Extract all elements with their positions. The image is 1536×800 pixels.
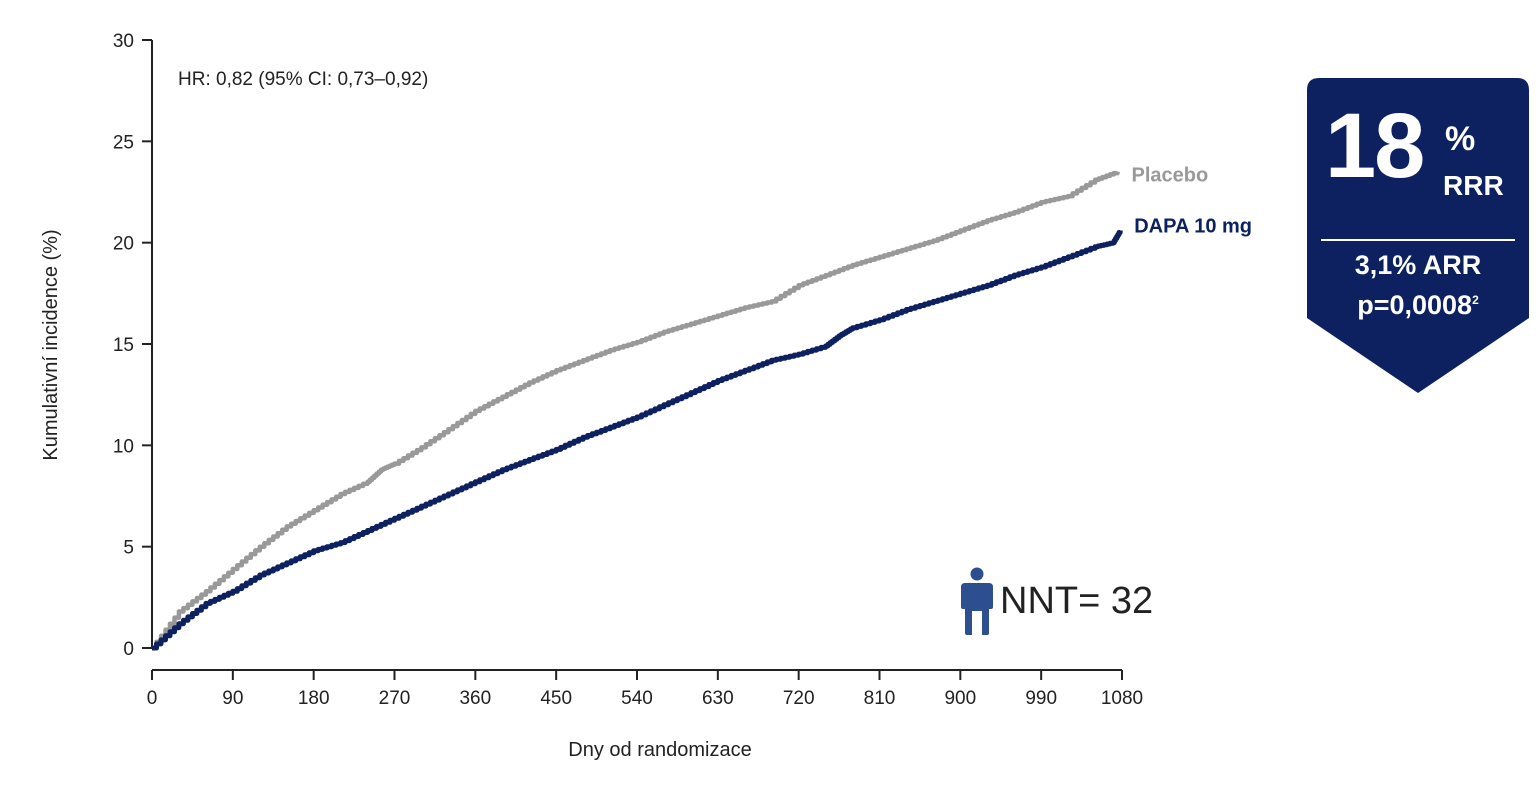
badge-divider bbox=[1321, 239, 1515, 241]
x-tick-label: 450 bbox=[540, 688, 572, 709]
x-tick-label: 360 bbox=[459, 688, 491, 709]
series-layer: Placebo DAPA 10 mg bbox=[152, 165, 1252, 651]
y-tick-label: 30 bbox=[113, 31, 134, 52]
x-tick-label: 900 bbox=[944, 688, 976, 709]
y-axis-title: Kumulativní incidence (%) bbox=[40, 229, 62, 460]
rrr-label: RRR bbox=[1443, 170, 1504, 201]
x-tick-label: 540 bbox=[621, 688, 653, 709]
p-value-footnote: 2 bbox=[1472, 293, 1479, 307]
x-axis-title: Dny od randomizace bbox=[568, 739, 751, 761]
hazard-ratio-annotation: HR: 0,82 (95% CI: 0,73–0,92) bbox=[178, 69, 428, 90]
series-line-dapa bbox=[152, 230, 1123, 651]
x-tick-label: 720 bbox=[783, 688, 815, 709]
x-axis: 0 90 180 270 360 450 540 630 720 810 900 990 1080 bbox=[147, 669, 1143, 709]
y-tick-label: 0 bbox=[123, 639, 134, 660]
x-tick-label: 810 bbox=[864, 688, 896, 709]
y-tick-label: 20 bbox=[113, 234, 134, 255]
x-tick-label: 270 bbox=[379, 688, 411, 709]
x-tick-label: 990 bbox=[1025, 688, 1057, 709]
rrr-badge: 18 % RRR 3,1% ARR p=0,00082 bbox=[1307, 78, 1529, 393]
y-axis: 0 5 10 15 20 25 30 bbox=[113, 31, 153, 660]
arr-value: 3,1% ARR bbox=[1354, 250, 1482, 280]
x-tick-label: 1080 bbox=[1101, 688, 1143, 709]
person-icon bbox=[961, 567, 993, 635]
x-tick-label: 90 bbox=[222, 688, 243, 709]
x-tick-label: 0 bbox=[147, 688, 158, 709]
nnt-callout: NNT= 32 bbox=[960, 565, 1153, 637]
y-tick-label: 10 bbox=[113, 436, 134, 457]
x-tick-label: 180 bbox=[298, 688, 330, 709]
p-value: p=0,00082 bbox=[1357, 290, 1479, 320]
rrr-percent-sign: % bbox=[1445, 120, 1476, 158]
rrr-value: 18 bbox=[1325, 95, 1425, 197]
series-line-placebo bbox=[152, 170, 1120, 651]
y-tick-label: 5 bbox=[123, 538, 134, 559]
series-label-placebo: Placebo bbox=[1132, 165, 1209, 187]
x-tick-label: 630 bbox=[702, 688, 734, 709]
badge-shape bbox=[1307, 78, 1529, 393]
y-tick-label: 15 bbox=[113, 335, 134, 356]
series-label-dapa: DAPA 10 mg bbox=[1134, 216, 1252, 238]
y-tick-label: 25 bbox=[113, 132, 134, 153]
nnt-value: NNT= 32 bbox=[1000, 579, 1154, 622]
